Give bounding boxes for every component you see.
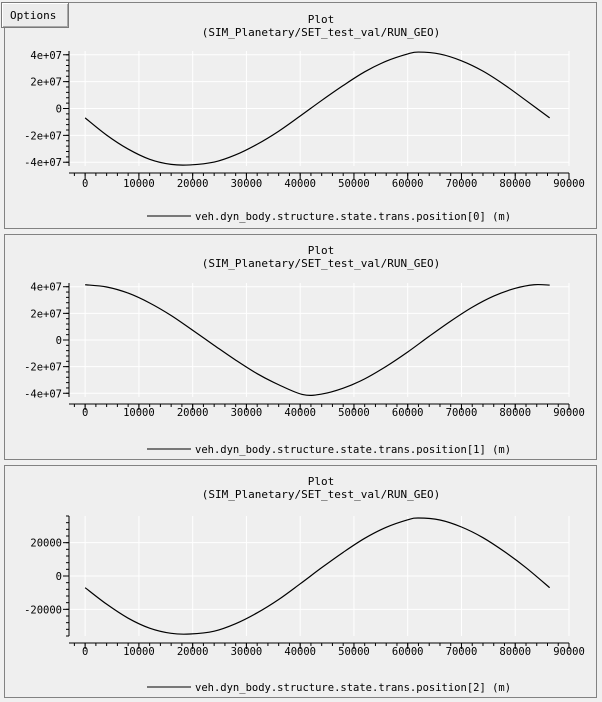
- x-tick-label: 70000: [446, 178, 478, 190]
- x-tick-label: 30000: [231, 178, 263, 190]
- x-tick-label: 80000: [499, 407, 531, 419]
- chart-title: Plot: [308, 244, 335, 257]
- chart-title: Plot: [308, 475, 335, 488]
- legend-label: veh.dyn_body.structure.state.trans.posit…: [195, 444, 511, 456]
- x-tick-label: 10000: [123, 407, 155, 419]
- chart-subtitle: (SIM_Planetary/SET_test_val/RUN_GEO): [202, 488, 440, 501]
- series-line: [84, 517, 551, 635]
- y-tick-label: 4e+07: [30, 282, 62, 294]
- x-tick-label: 50000: [338, 178, 370, 190]
- x-tick-label: 60000: [392, 178, 424, 190]
- y-tick-label: -2e+07: [24, 130, 62, 142]
- y-tick-label: 0: [56, 571, 62, 583]
- y-tick-label: -4e+07: [24, 388, 62, 400]
- y-tick-label: 0: [56, 104, 62, 116]
- x-tick-label: 50000: [338, 646, 370, 658]
- x-tick-label: 0: [82, 646, 88, 658]
- x-tick-label: 30000: [231, 407, 263, 419]
- x-tick-label: 40000: [284, 407, 316, 419]
- y-tick-label: 2e+07: [30, 308, 62, 320]
- x-tick-label: 20000: [177, 407, 209, 419]
- x-tick-label: 90000: [553, 646, 585, 658]
- x-tick-label: 20000: [177, 178, 209, 190]
- x-tick-label: 30000: [231, 646, 263, 658]
- options-button[interactable]: Options: [1, 2, 69, 28]
- chart-title: Plot: [308, 13, 335, 26]
- y-tick-label: 20000: [30, 538, 62, 550]
- plot-panel-2: Plot (SIM_Planetary/SET_test_val/RUN_GEO)…: [4, 465, 597, 698]
- legend-label: veh.dyn_body.structure.state.trans.posit…: [195, 211, 511, 223]
- x-tick-label: 50000: [338, 407, 370, 419]
- chart-subtitle: (SIM_Planetary/SET_test_val/RUN_GEO): [202, 26, 440, 39]
- x-tick-label: 80000: [499, 178, 531, 190]
- y-tick-label: -2e+07: [24, 362, 62, 374]
- y-tick-label: 2e+07: [30, 77, 62, 89]
- series-line: [85, 283, 550, 396]
- plot-svg-2: Plot(SIM_Planetary/SET_test_val/RUN_GEO)…: [24, 475, 585, 694]
- x-tick-label: 40000: [284, 646, 316, 658]
- series-line: [84, 51, 551, 166]
- x-tick-label: 60000: [392, 646, 424, 658]
- y-tick-label: -20000: [24, 604, 62, 616]
- x-tick-label: 70000: [446, 646, 478, 658]
- plot-panel-1: Plot (SIM_Planetary/SET_test_val/RUN_GEO)…: [4, 234, 597, 460]
- plot-svg-1: Plot(SIM_Planetary/SET_test_val/RUN_GEO)…: [24, 244, 585, 456]
- x-tick-label: 60000: [392, 407, 424, 419]
- x-tick-label: 0: [82, 407, 88, 419]
- y-tick-label: 4e+07: [30, 50, 62, 62]
- x-tick-label: 10000: [123, 178, 155, 190]
- x-tick-label: 90000: [553, 178, 585, 190]
- x-tick-label: 80000: [499, 646, 531, 658]
- chart-subtitle: (SIM_Planetary/SET_test_val/RUN_GEO): [202, 257, 440, 270]
- y-tick-label: 0: [56, 335, 62, 347]
- x-tick-label: 10000: [123, 646, 155, 658]
- legend-label: veh.dyn_body.structure.state.trans.posit…: [195, 682, 511, 694]
- plot-svg-0: Plot(SIM_Planetary/SET_test_val/RUN_GEO)…: [24, 13, 585, 223]
- plot-panel-0: Plot (SIM_Planetary/SET_test_val/RUN_GEO)…: [4, 2, 597, 229]
- x-tick-label: 20000: [177, 646, 209, 658]
- x-tick-label: 70000: [446, 407, 478, 419]
- x-tick-label: 0: [82, 178, 88, 190]
- x-tick-label: 40000: [284, 178, 316, 190]
- y-tick-label: -4e+07: [24, 157, 62, 169]
- x-tick-label: 90000: [553, 407, 585, 419]
